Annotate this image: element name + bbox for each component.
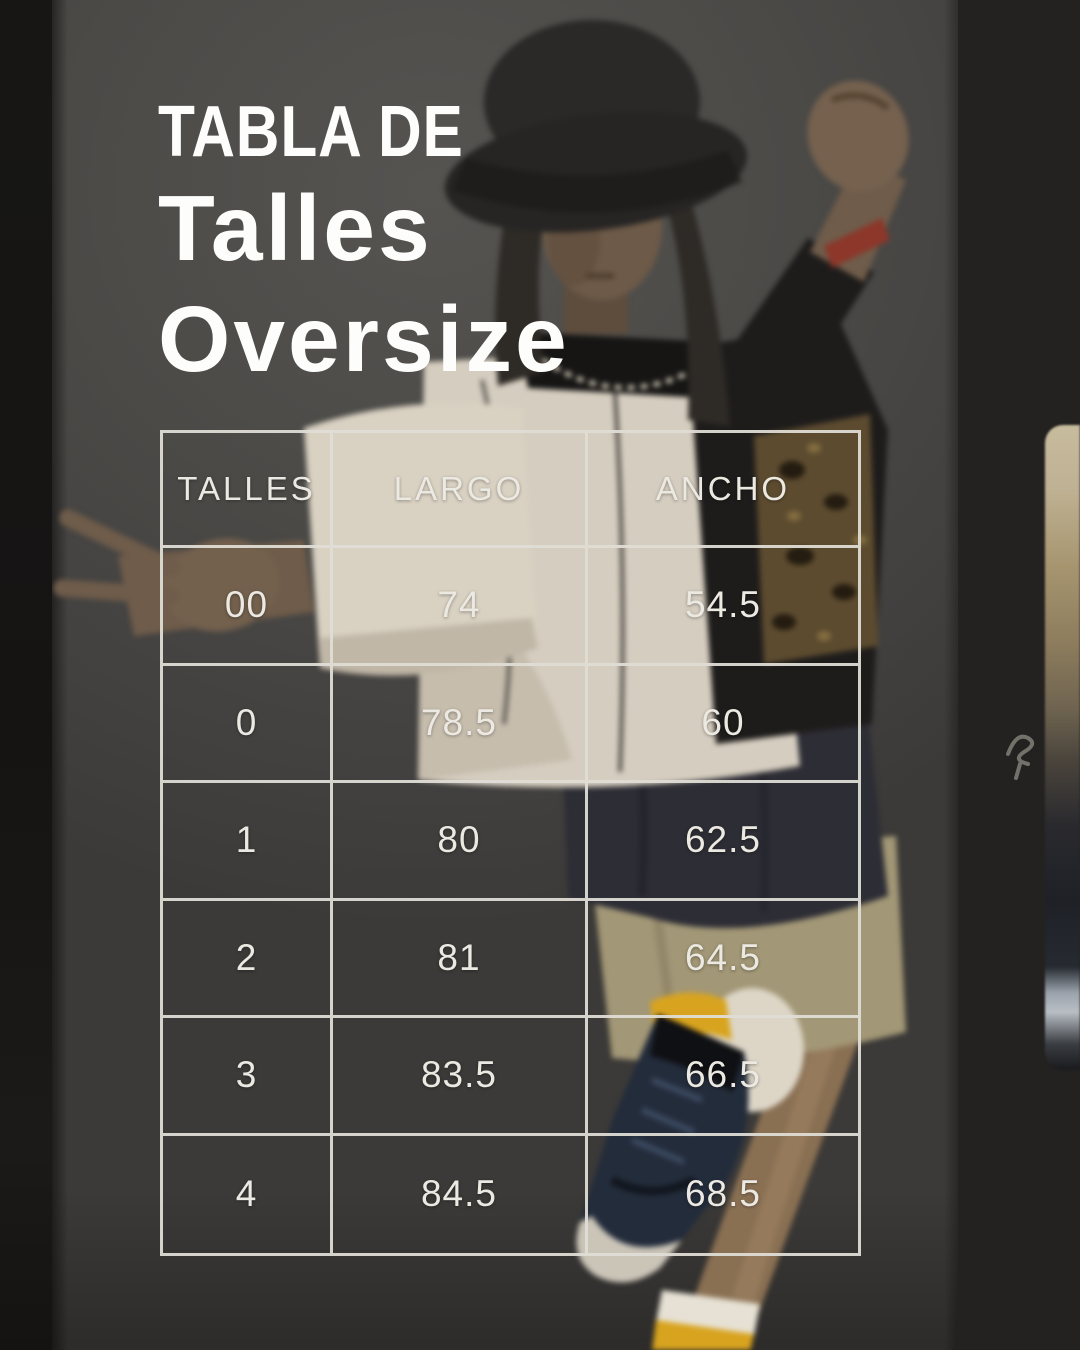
table-cell-size: 1 xyxy=(163,783,333,901)
table-cell-ancho: 60 xyxy=(588,666,858,783)
bucket-hat xyxy=(444,20,748,233)
headline-kicker: TABLA DE xyxy=(158,92,464,172)
column-header-talles: TALLES xyxy=(163,433,333,548)
table-cell-largo: 78.5 xyxy=(333,665,588,783)
table-cell-size: 2 xyxy=(163,900,333,1018)
table-cell-ancho: 62.5 xyxy=(588,783,858,901)
table-cell-largo: 84.5 xyxy=(333,1135,588,1253)
table-cell-ancho: 68.5 xyxy=(684,1173,761,1215)
model-illustration xyxy=(53,20,909,1350)
next-slide-preview[interactable] xyxy=(1045,425,1080,1070)
headline: TABLA DE Talles Oversize xyxy=(158,96,570,386)
table-cell-size: 3 xyxy=(163,1018,333,1136)
chain-necklace xyxy=(530,350,710,391)
navy-sneaker xyxy=(576,1014,749,1283)
column-header-largo: LARGO xyxy=(333,433,588,548)
squiggle-logo-icon xyxy=(1006,734,1035,780)
headline-line2: Oversize xyxy=(158,287,570,391)
table-cell-largo: 81 xyxy=(333,900,588,1018)
tee-sleeve xyxy=(304,403,538,676)
table-cell-ancho: 64.5 xyxy=(588,901,858,1018)
table-cell-ancho: 54.5 xyxy=(588,548,858,666)
model-photo xyxy=(52,0,958,1350)
table-cell-largo: 83.5 xyxy=(333,1018,588,1136)
size-table: TALLES LARGO ANCHO 00 74 54.5 0 78.5 60 … xyxy=(160,430,861,1256)
bottom-sock xyxy=(652,1290,760,1350)
table-cell-largo: 74 xyxy=(333,548,588,666)
table-cell-size: 0 xyxy=(163,665,333,783)
column-header-ancho: ANCHO xyxy=(588,433,858,548)
table-cell-size: 00 xyxy=(163,548,333,666)
peace-sign-hand xyxy=(53,509,314,636)
black-jacket xyxy=(688,322,888,744)
table-cell-size: 4 xyxy=(163,1135,333,1253)
table-cell-ancho: 66.5 xyxy=(588,1018,858,1136)
right-frame-bar xyxy=(958,0,1080,1350)
left-frame-bar xyxy=(0,0,52,1350)
table-cell-largo: 80 xyxy=(333,783,588,901)
headline-line1: Talles xyxy=(158,176,433,280)
raised-arm xyxy=(708,80,909,416)
